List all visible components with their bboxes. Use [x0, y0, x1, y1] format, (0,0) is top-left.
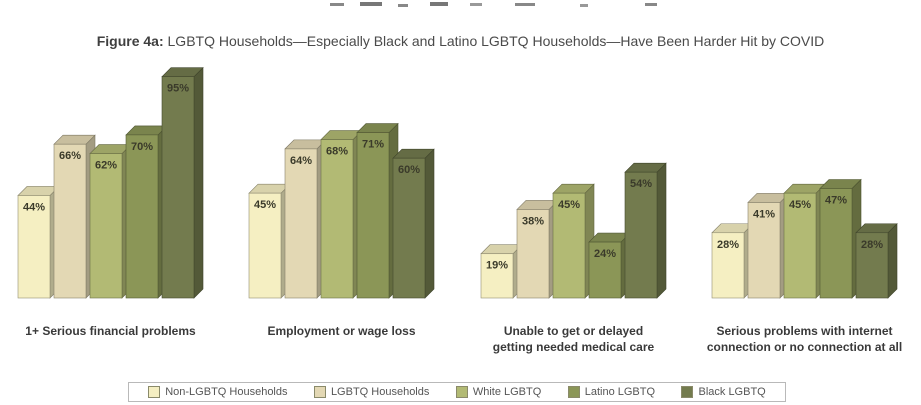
legend-label: White LGBTQ: [472, 386, 542, 398]
category-label: 1+ Serious financial problems: [25, 324, 196, 338]
figure-title-prefix: Figure 4a:: [96, 33, 164, 49]
bar-front: [624, 171, 658, 299]
category-label: Employment or wage loss: [267, 324, 415, 338]
bar-front: [480, 253, 514, 299]
legend-swatch: [681, 386, 694, 398]
category-label: connection or no connection at all: [707, 340, 902, 354]
data-label: 62%: [95, 160, 117, 172]
bar-1-4: [392, 148, 435, 299]
data-label: 28%: [717, 239, 739, 251]
bar-3-2: [783, 183, 826, 299]
legend-item: White LGBTQ: [455, 386, 542, 398]
bar-front: [53, 143, 87, 299]
bar-side: [656, 162, 667, 299]
bar-front: [552, 192, 586, 299]
bar-front: [855, 232, 889, 299]
bar-2-2: [552, 183, 595, 299]
bar-front: [392, 157, 426, 299]
data-label: 66%: [59, 150, 81, 162]
bar-front: [516, 209, 550, 299]
category-label: Serious problems with internet: [716, 324, 892, 338]
data-label: 47%: [825, 194, 847, 206]
legend-swatch: [313, 386, 326, 398]
data-label: 54%: [630, 178, 652, 190]
legend-item: LGBTQ Households: [313, 386, 430, 398]
data-label: 38%: [522, 215, 544, 227]
bar-front: [588, 241, 622, 299]
category-label: Unable to get or delayed: [504, 324, 643, 338]
bar-1-1: [284, 139, 327, 299]
data-label: 71%: [362, 139, 384, 151]
data-label: 19%: [486, 260, 508, 272]
data-label: 95%: [167, 83, 189, 95]
data-label: 45%: [789, 199, 811, 211]
bar-side: [193, 66, 204, 299]
bar-front: [248, 192, 282, 299]
bar-3-4: [855, 223, 898, 299]
figure-title: Figure 4a: LGBTQ Households—Especially B…: [0, 33, 921, 49]
legend-item: Non-LGBTQ Households: [148, 386, 288, 398]
bar-front: [747, 202, 781, 299]
bar-2-3: [588, 232, 631, 299]
bar-front: [819, 188, 853, 299]
legend-swatch: [567, 386, 580, 398]
bar-3-0: [711, 223, 754, 299]
data-label: 70%: [131, 141, 153, 153]
bar-front: [711, 232, 745, 299]
legend: Non-LGBTQ Households LGBTQ Households Whit…: [128, 382, 786, 402]
legend-label: Non-LGBTQ Households: [165, 386, 288, 398]
bar-0-4: [161, 66, 204, 299]
data-label: 45%: [254, 199, 276, 211]
bar-front: [125, 134, 159, 299]
bar-front: [783, 192, 817, 299]
bar-side: [424, 148, 435, 299]
bar-2-4: [624, 162, 667, 299]
data-label: 64%: [290, 155, 312, 167]
bar-1-3: [356, 122, 399, 299]
data-label: 44%: [23, 201, 45, 213]
data-label: 68%: [326, 146, 348, 158]
bar-plot-area: 44% 66% 62% 70% 95% 1+ Serious financial prob…: [17, 66, 902, 354]
cropped-previous-text: [330, 2, 657, 7]
category-label: getting needed medical care: [493, 340, 655, 354]
figure-title-text: LGBTQ Households—Especially Black and La…: [167, 33, 825, 49]
bar-front: [284, 148, 318, 299]
legend-item: Black LGBTQ: [681, 386, 766, 398]
bar-front: [17, 195, 51, 299]
legend-label: Latino LGBTQ: [584, 386, 656, 398]
legend-label: Black LGBTQ: [698, 386, 766, 398]
data-label: 60%: [398, 164, 420, 176]
bar-front: [356, 132, 390, 299]
legend-label: LGBTQ Households: [330, 386, 430, 398]
data-label: 41%: [753, 208, 775, 220]
data-label: 28%: [861, 239, 883, 251]
bar-front: [320, 139, 354, 299]
bar-front: [161, 76, 195, 299]
bar-front: [89, 153, 123, 299]
bar-2-0: [480, 244, 523, 299]
legend-swatch: [455, 386, 468, 398]
legend-item: Latino LGBTQ: [567, 386, 656, 398]
data-label: 24%: [594, 248, 616, 260]
legend-swatch: [148, 386, 161, 398]
data-label: 45%: [558, 199, 580, 211]
bar-side: [887, 223, 898, 299]
